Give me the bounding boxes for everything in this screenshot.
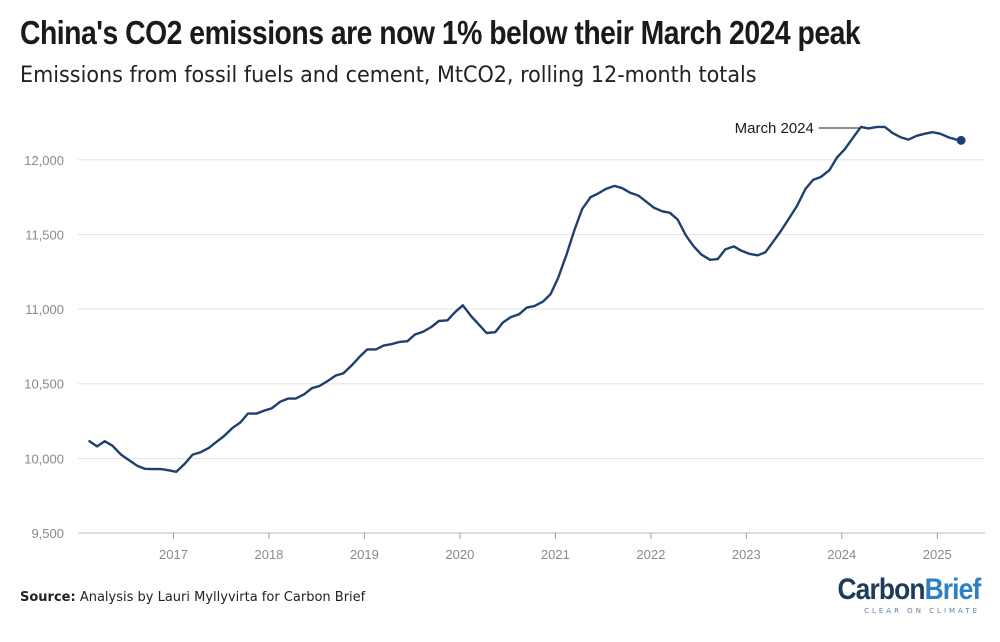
source-note: Source: Analysis by Lauri Myllyvirta for… [20,590,365,605]
series-line-0 [88,125,963,473]
x-tick-label-2018: 2018 [254,547,283,562]
y-axis: 9,500 10,000 10,500 11,000 11,500 12,000 [24,153,64,541]
annotation-label-march-2024: March 2024 [735,120,814,137]
x-tick-label-2020: 2020 [445,547,474,562]
x-tick-label-2017: 2017 [159,547,188,562]
gridlines [78,159,985,534]
logo-tagline: CLEAR ON CLIMATE [864,607,980,615]
y-tick-label-11500: 11,500 [25,227,64,242]
logo-part1: Carbon [837,573,925,606]
x-tick-label-2019: 2019 [350,547,379,562]
y-tick-label-12000: 12,000 [24,153,64,168]
source-text: Analysis by Lauri Myllyvirta for Carbon … [75,590,366,605]
series-layer [88,125,966,473]
x-tick-label-2024: 2024 [827,547,856,562]
x-tick-label-2023: 2023 [732,547,761,562]
y-tick-label-11000: 11,000 [25,302,64,317]
series-end-point [956,135,966,145]
y-tick-label-10000: 10,000 [24,451,64,466]
logo-part2: Brief [924,573,981,606]
source-label: Source: [20,590,76,605]
carbon-brief-logo: CarbonBrief CLEAR ON CLIMATE [818,573,981,616]
x-tick-label-2022: 2022 [636,547,665,562]
y-tick-label-10500: 10,500 [24,377,64,392]
logo-wordmark: CarbonBrief [837,573,981,606]
chart-subtitle: Emissions from fossil fuels and cement, … [20,62,757,88]
chart-title: China's CO2 emissions are now 1% below t… [20,14,861,51]
x-tick-label-2025: 2025 [923,547,952,562]
x-axis: 2017 2018 2019 2020 2021 2022 2023 2024 2025 [159,533,952,562]
y-tick-label-9500: 9,500 [31,526,64,541]
x-tick-label-2021: 2021 [541,547,570,562]
annotation-layer: March 2024 [735,120,859,137]
